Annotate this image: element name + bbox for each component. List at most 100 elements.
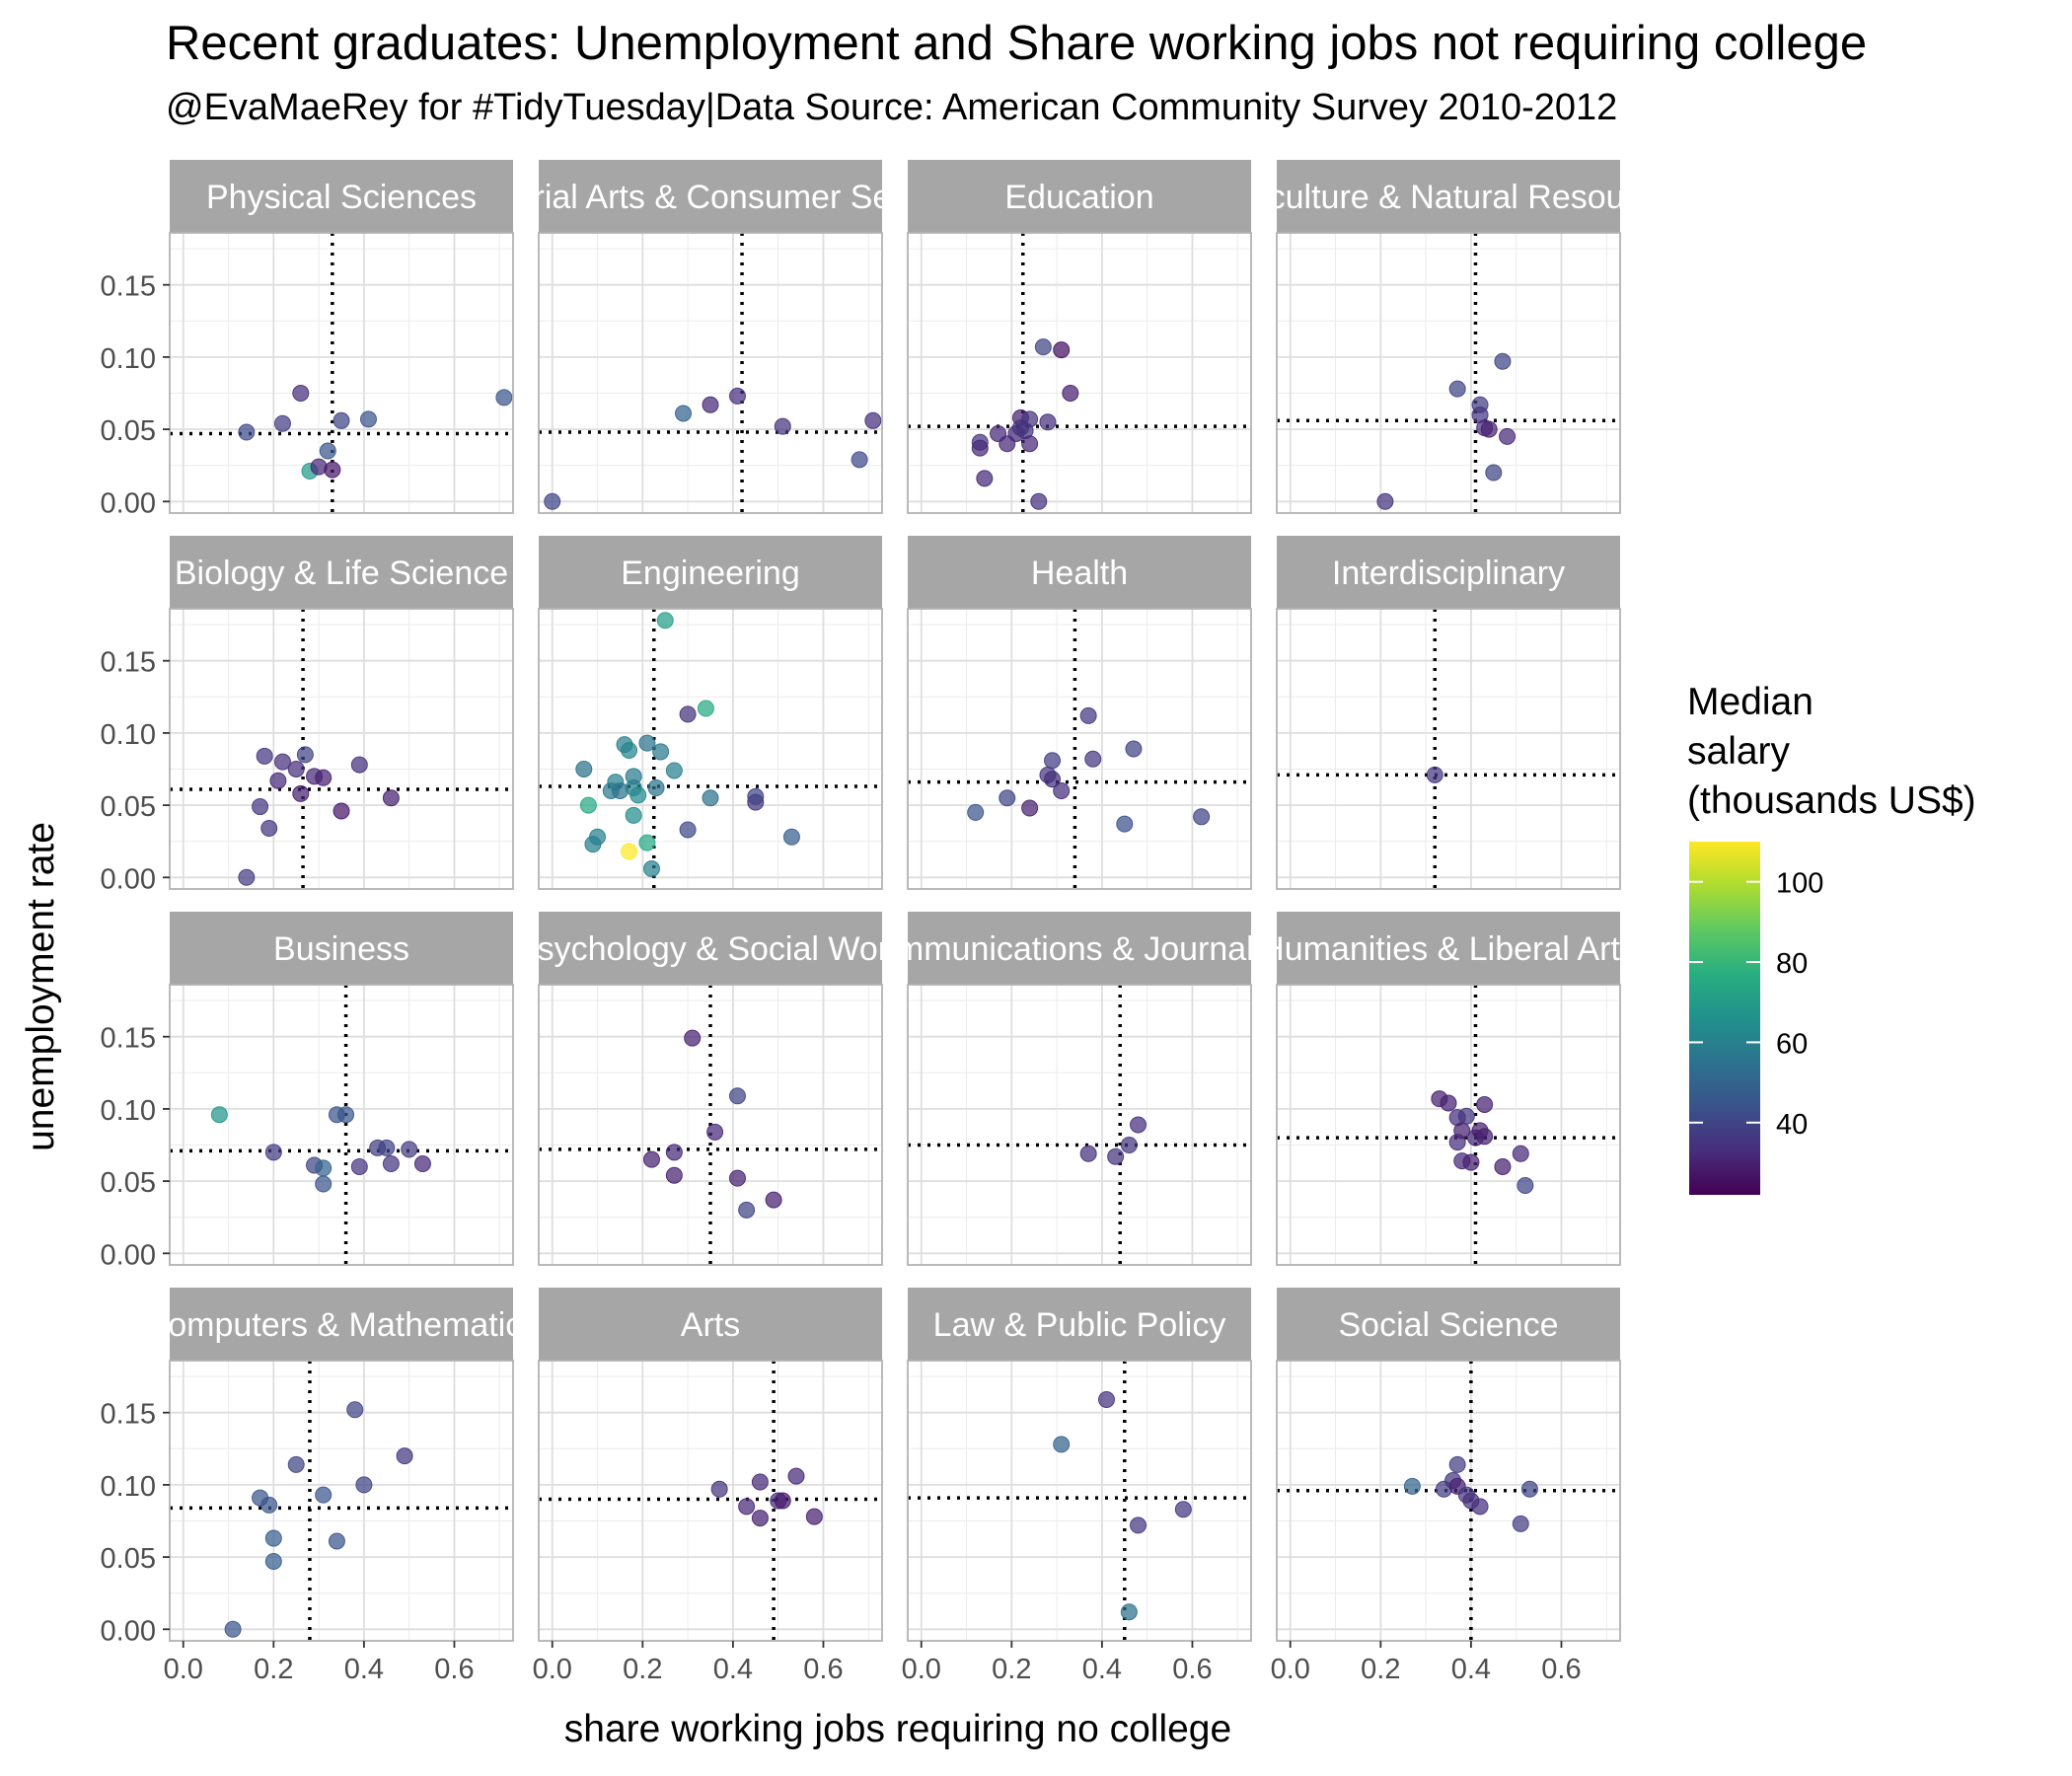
- facet-strip-clip: Computers & Mathematics: [170, 1306, 513, 1344]
- reference-lines: [908, 1361, 1251, 1641]
- data-point: [287, 1455, 305, 1473]
- panel-border: [907, 608, 1252, 890]
- facet-strip-clip: Industrial Arts & Consumer Services: [539, 179, 882, 216]
- x-tick-label: 0.6: [1541, 1654, 1581, 1685]
- data-point: [1193, 808, 1211, 826]
- x-tick-label: 0.2: [992, 1654, 1031, 1685]
- facet-strip-clip: Interdisciplinary: [1332, 555, 1565, 592]
- reference-lines: [539, 609, 882, 889]
- y-tick-label: 0.10: [101, 1471, 156, 1503]
- data-point: [296, 746, 314, 764]
- reference-lines: [908, 609, 1251, 889]
- facet-panel: Social Science: [1276, 1288, 1621, 1642]
- panel-area: [1276, 984, 1621, 1266]
- data-point: [1021, 410, 1039, 428]
- chart-title: Recent graduates: Unemployment and Share…: [166, 17, 1868, 70]
- facet-strip: [170, 160, 513, 233]
- facet-label: Interdisciplinary: [1332, 555, 1565, 592]
- panel-border: [538, 984, 883, 1266]
- chart-subtitle: @EvaMaeRey for #TidyTuesday|Data Source:…: [166, 87, 1618, 128]
- panel-background: [908, 233, 1251, 513]
- data-point: [292, 784, 310, 802]
- legend-tick-label: 100: [1776, 868, 1823, 900]
- facet-strip: [170, 1288, 513, 1361]
- facet-label: Agriculture & Natural Resources: [1209, 179, 1688, 216]
- facet-panel: Arts: [538, 1288, 883, 1642]
- data-point: [1376, 492, 1394, 510]
- panel-border: [538, 232, 883, 514]
- y-tick-label: 0.00: [101, 487, 156, 519]
- data-point: [665, 1144, 683, 1161]
- data-point: [642, 1150, 660, 1168]
- facet-strip: [908, 536, 1251, 609]
- color-legend: Median salary (thousands US$) 40 60 80 100: [1687, 681, 1976, 1195]
- panel-area: [907, 984, 1252, 1266]
- facet-strip-clip: Humanities & Liberal Arts: [1277, 930, 1620, 968]
- facet-strip-clip: Arts: [681, 1306, 740, 1344]
- panel-area: [169, 232, 514, 514]
- panel-background: [170, 1361, 513, 1641]
- data-point: [350, 1157, 368, 1175]
- reference-lines: [539, 985, 882, 1265]
- data-point: [238, 423, 256, 441]
- facet-panel: Psychology & Social Work: [538, 912, 883, 1266]
- data-point: [1130, 1517, 1147, 1534]
- panel-background: [908, 985, 1251, 1265]
- panel-background: [1277, 609, 1620, 889]
- panel-area: [907, 608, 1252, 890]
- panel-background: [908, 1361, 1251, 1641]
- facet-label: Social Science: [1338, 1306, 1558, 1344]
- x-tick-label: 0.0: [1271, 1654, 1310, 1685]
- data-point: [652, 743, 670, 761]
- data-point: [1116, 815, 1134, 833]
- data-point: [1039, 413, 1057, 431]
- data-point: [355, 1476, 373, 1494]
- data-point: [774, 1492, 791, 1510]
- legend-colorbar: [1689, 842, 1760, 1195]
- reference-lines: [539, 1361, 882, 1641]
- data-point: [1125, 740, 1143, 758]
- panel-border: [538, 1360, 883, 1642]
- data-point: [1485, 464, 1503, 481]
- facet-strip: [1277, 160, 1620, 233]
- facet-strip-clip: Engineering: [621, 555, 799, 592]
- data-point: [401, 1141, 418, 1158]
- facet-strip: [170, 536, 513, 609]
- x-tick-label: 0.6: [1172, 1654, 1212, 1685]
- panel-border: [169, 608, 514, 890]
- data-point: [382, 789, 400, 807]
- data-point: [333, 411, 350, 429]
- data-point: [269, 772, 287, 789]
- reference-lines: [1277, 233, 1620, 513]
- data-point: [1426, 766, 1443, 783]
- data-point: [544, 492, 561, 510]
- x-tick-label: 0.4: [1082, 1654, 1122, 1685]
- data-point: [413, 1155, 431, 1173]
- data-point: [378, 1139, 396, 1156]
- data-point: [1044, 771, 1062, 788]
- data-point: [684, 1029, 702, 1047]
- reference-lines: [1277, 1361, 1620, 1641]
- data-point: [260, 1496, 278, 1514]
- panel-area: [169, 608, 514, 890]
- data-point: [702, 396, 719, 413]
- panel-background: [908, 609, 1251, 889]
- facet-panel: Law & Public Policy: [907, 1288, 1252, 1642]
- facet-label: Biology & Life Science: [175, 555, 508, 592]
- data-point: [238, 868, 256, 886]
- facet-strip: [1277, 536, 1620, 609]
- data-point: [1471, 1498, 1489, 1516]
- panel-border: [1276, 232, 1621, 514]
- data-point: [751, 1473, 769, 1491]
- data-point: [805, 1508, 823, 1525]
- facet-panel: Education: [907, 160, 1252, 514]
- panel-border: [1276, 608, 1621, 890]
- x-tick-label: 0.4: [344, 1654, 384, 1685]
- y-tick-label: 0.05: [101, 1543, 156, 1575]
- facet-strip-clip: Law & Public Policy: [933, 1306, 1226, 1344]
- data-point: [738, 1498, 756, 1516]
- data-point: [621, 741, 638, 759]
- reference-lines: [908, 233, 1251, 513]
- data-point: [625, 806, 642, 824]
